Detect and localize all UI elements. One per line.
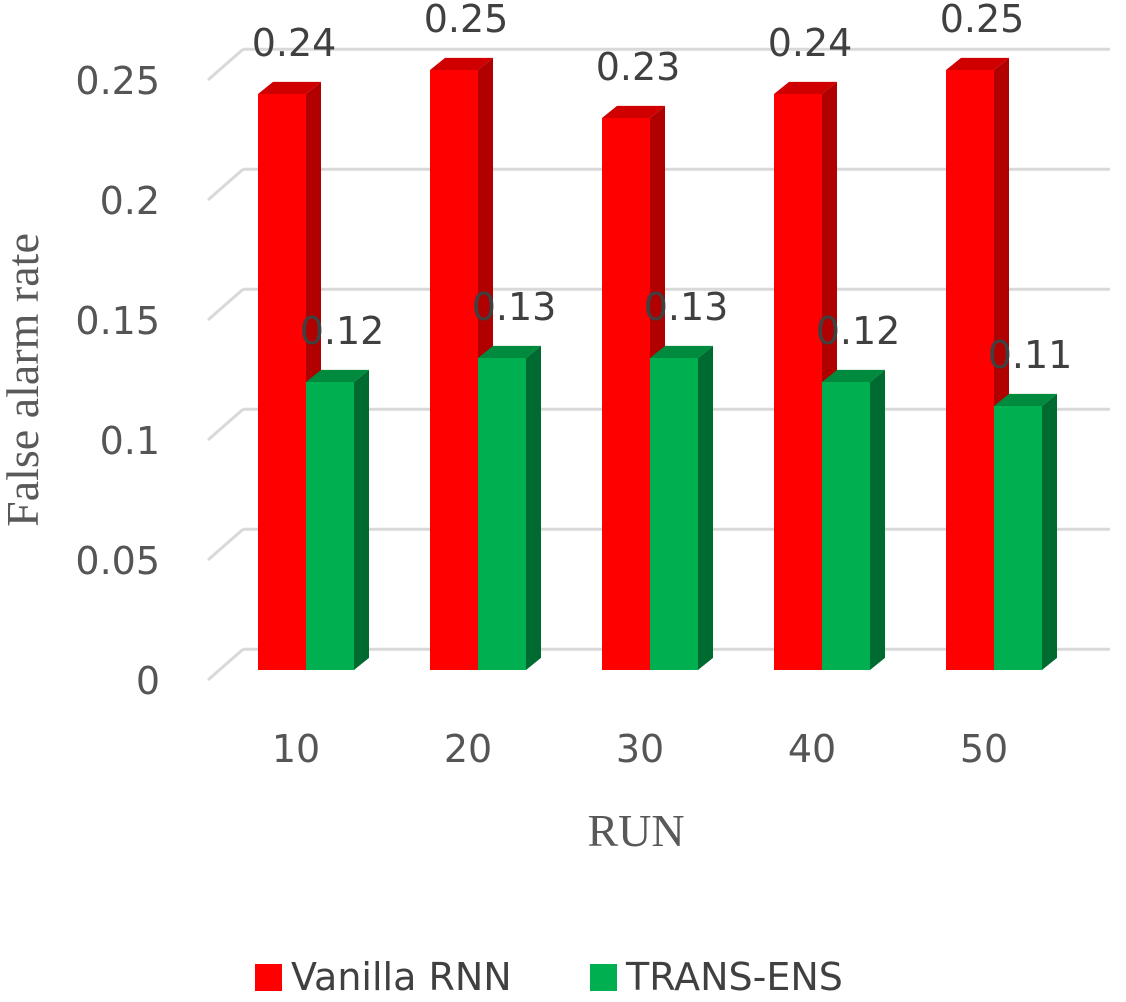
- bar-top-face: [430, 57, 493, 70]
- data-label-trans-ens-10: 0.12: [300, 309, 385, 353]
- bar-top-face: [774, 81, 837, 94]
- gridline-diagonal: [207, 648, 244, 682]
- legend: Vanilla RNN TRANS-ENS: [255, 955, 843, 999]
- bar-front-face: [306, 382, 354, 670]
- bar-side-face: [698, 345, 713, 670]
- data-label-vanilla-rnn-30: 0.23: [596, 45, 681, 89]
- data-label-trans-ens-30: 0.13: [644, 285, 729, 329]
- data-label-trans-ens-20: 0.13: [472, 285, 557, 329]
- data-labels: 0.24 0.12 0.25 0.13 0.23 0.13 0.24 0.12 0.25 0.11: [252, 0, 1073, 377]
- bar-trans-ens-50: [994, 393, 1057, 670]
- bar-top-face: [258, 81, 321, 94]
- bar-front-face: [994, 406, 1042, 670]
- x-tick-label: 30: [616, 727, 664, 771]
- data-label-vanilla-rnn-50: 0.25: [940, 0, 1025, 41]
- bar-front-face: [478, 358, 526, 670]
- y-tick-label: 0.1: [100, 419, 160, 463]
- data-label-trans-ens-50: 0.11: [988, 333, 1073, 377]
- gridline-diagonal: [207, 168, 244, 202]
- bar-front-face: [430, 70, 478, 670]
- bar-top-face: [602, 105, 665, 118]
- bar-top-face: [650, 345, 713, 358]
- bar-side-face: [1042, 393, 1057, 670]
- data-label-vanilla-rnn-10: 0.24: [252, 21, 337, 65]
- gridline-diagonal: [207, 528, 244, 562]
- bar-top-face: [946, 57, 1009, 70]
- y-tick-label: 0.15: [75, 299, 160, 343]
- bar-vanilla-rnn-40: [774, 81, 837, 670]
- x-tick-label: 20: [444, 727, 492, 771]
- bar-top-face: [478, 345, 541, 358]
- gridline-diagonal: [207, 48, 244, 82]
- legend-swatch: [255, 964, 282, 991]
- bar-front-face: [602, 118, 650, 670]
- bar-trans-ens-20: [478, 345, 541, 670]
- y-axis-title: False alarm rate: [0, 233, 48, 527]
- x-tick-label: 10: [272, 727, 320, 771]
- bar-top-face: [306, 369, 369, 382]
- bar-trans-ens-40: [822, 369, 885, 670]
- bar-top-face: [822, 369, 885, 382]
- x-tick-label: 50: [960, 727, 1008, 771]
- bar-trans-ens-10: [306, 369, 369, 670]
- y-axis-tick-labels: 0 0.05 0.1 0.15 0.2 0.25: [75, 59, 160, 703]
- gridline-diagonal: [207, 408, 244, 442]
- bar-top-face: [994, 393, 1057, 406]
- bar-side-face: [354, 369, 369, 670]
- legend-item-trans-ens: TRANS-ENS: [590, 955, 843, 999]
- x-axis-title: RUN: [587, 805, 684, 856]
- bar-side-face: [870, 369, 885, 670]
- legend-label: Vanilla RNN: [291, 955, 512, 997]
- bar-front-face: [258, 94, 306, 670]
- y-tick-label: 0.25: [75, 59, 160, 103]
- legend-item-vanilla-rnn: Vanilla RNN: [255, 955, 512, 999]
- bar-side-face: [526, 345, 541, 670]
- y-tick-label: 0.05: [75, 539, 160, 583]
- legend-swatch: [590, 964, 617, 991]
- bars: [258, 57, 1057, 670]
- legend-label: TRANS-ENS: [625, 955, 843, 997]
- x-axis-tick-labels: 10 20 30 40 50: [272, 727, 1008, 771]
- y-tick-label: 0.2: [100, 179, 160, 223]
- bar-front-face: [774, 94, 822, 670]
- bar-trans-ens-30: [650, 345, 713, 670]
- bar-front-face: [822, 382, 870, 670]
- data-label-trans-ens-40: 0.12: [816, 309, 901, 353]
- bar-front-face: [650, 358, 698, 670]
- x-tick-label: 40: [788, 727, 836, 771]
- data-label-vanilla-rnn-40: 0.24: [768, 21, 853, 65]
- gridline-diagonal: [207, 288, 244, 322]
- data-label-vanilla-rnn-20: 0.25: [424, 0, 509, 41]
- bar-front-face: [946, 70, 994, 670]
- y-tick-label: 0: [136, 659, 160, 703]
